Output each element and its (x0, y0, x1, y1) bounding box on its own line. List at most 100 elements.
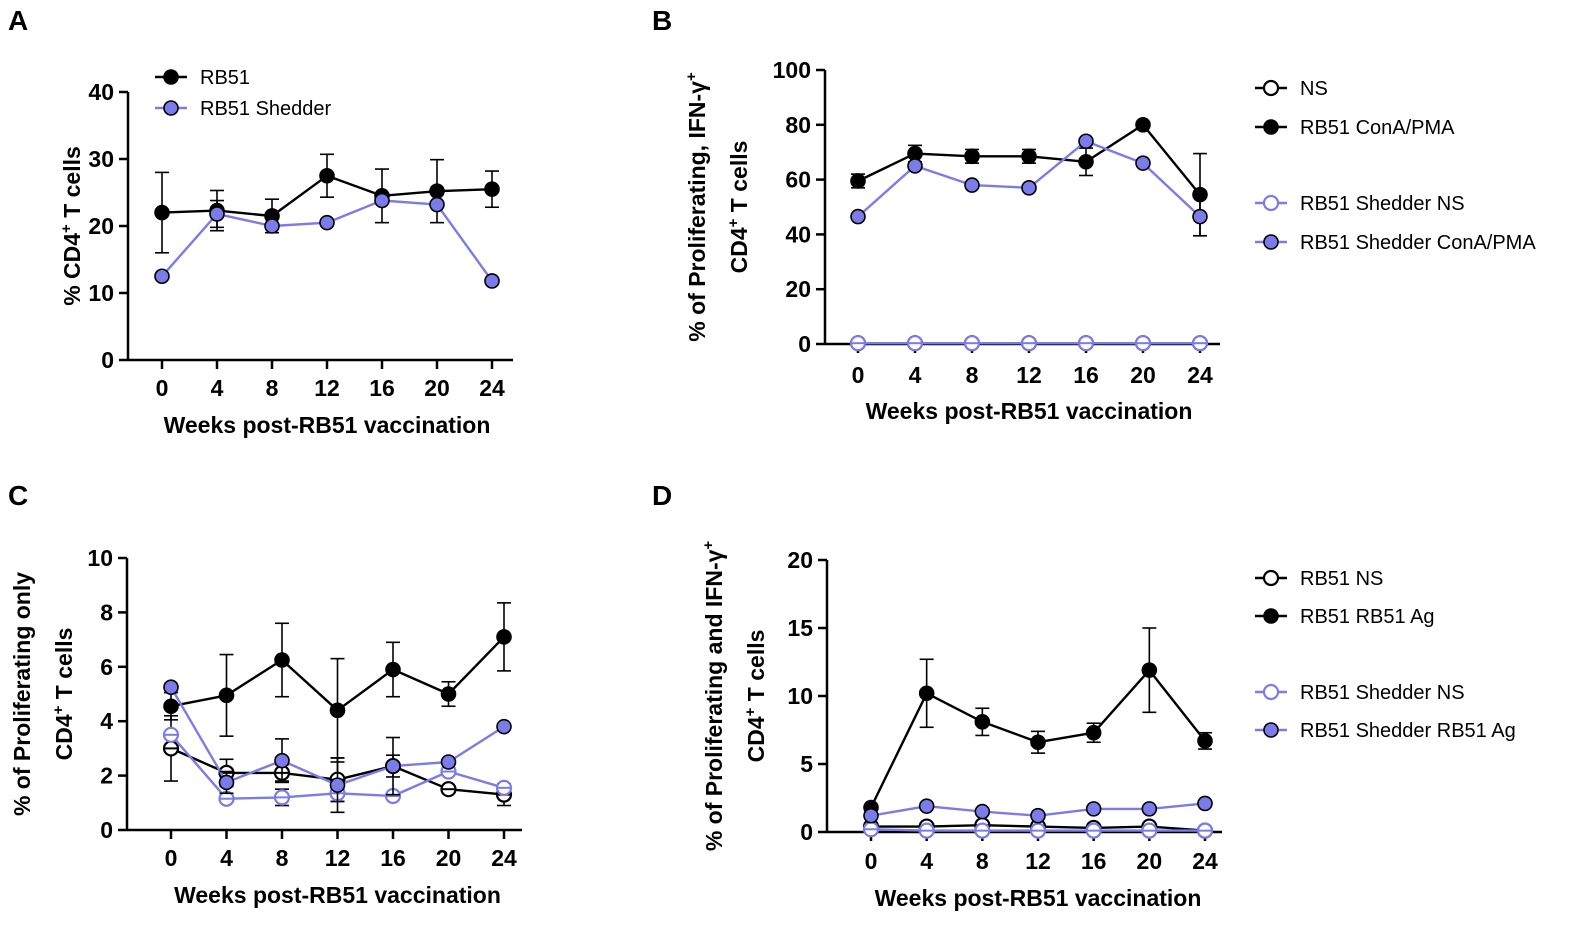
panel-d-x-tick-label: 8 (976, 848, 989, 874)
panel-c-y-axis-title: % of Proliferating only CD4+​ T cells (9, 572, 77, 816)
panel-b-x-tick-label: 4 (909, 362, 922, 388)
panel-b-legend-label: RB51 ConA/PMA (1300, 117, 1455, 139)
panel-b-legend-swatch-marker (1263, 234, 1279, 250)
panel-a-x-tick-label: 16 (369, 375, 395, 401)
panel-a-series-0-point (154, 204, 170, 221)
panel-b-series-1-point (1135, 117, 1151, 133)
panel-b-legend-item: RB51 ConA/PMA (1255, 117, 1455, 139)
panel-b-y-axis-title-part: CD4 (726, 227, 752, 273)
panel-d-y-tick-label: 0 (800, 819, 813, 845)
panel-b-y-axis-title-part: T cells (726, 141, 752, 219)
panel-c-x-tick-label: 4 (220, 845, 233, 871)
panel-b-legend-label: RB51 Shedder NS (1300, 193, 1465, 215)
panel-b-y-tick-label: 100 (773, 57, 811, 83)
panel-b-series-1-point (964, 148, 980, 165)
panel-a-y-tick-label: 30 (88, 146, 114, 172)
panel-a-x-tick-label: 0 (156, 375, 169, 401)
panel-c-y-axis-title-line: CD4+​ T cells (50, 628, 77, 761)
panel-a-y-axis-title-part: T cells (59, 146, 85, 224)
panel-b-legend-item: NS (1255, 78, 1328, 100)
panel-d-legend-label: RB51 Shedder NS (1300, 682, 1465, 704)
panel-d-x-axis-title: Weeks post-RB51 vaccination (875, 885, 1202, 911)
panel-d: D 0 5 10 15 20 0 4 8 12 16 20 24 Weeks post-RB51 vacc… (652, 480, 1516, 911)
panel-b-y-axis-title-part: + (683, 72, 700, 81)
panel-c-series-1-point (218, 687, 235, 704)
panel-a-series-0-point (319, 167, 335, 184)
panel-b-x-tick-label: 20 (1130, 362, 1156, 388)
panel-a-series-0-point (429, 183, 445, 199)
panel-b-series-3-point (907, 158, 923, 174)
panel-b-y-tick-label: 60 (785, 167, 811, 193)
panel-d-y-axis-title-part: + (742, 707, 759, 716)
panel-a-y-tick-label: 40 (88, 79, 114, 105)
panel-d-y-axis-title-line: CD4+​ T cells (742, 630, 769, 763)
panel-b-y-axis-title: % of Proliferating, IFN-γ+​ CD4+​ T cells (683, 72, 752, 342)
panel-d-legend-item: RB51 NS (1255, 568, 1383, 590)
panel-d-x-tick-label: 16 (1081, 848, 1107, 874)
panel-a-x-tick-label: 8 (266, 375, 279, 401)
panel-b: B 0 20 40 60 80 100 0 4 8 12 16 20 24 Weeks post-RB51 … (652, 5, 1536, 424)
panel-d-legend-item: RB51 Shedder RB51 Ag (1255, 720, 1516, 742)
panel-d-series-1-point (1085, 724, 1102, 741)
panel-d-legend-swatch-marker (1262, 683, 1280, 701)
panel-c-series-1-point (329, 702, 346, 719)
panel-d-legend-item: RB51 Shedder NS (1255, 682, 1465, 704)
panel-b-y-axis-title-line: % of Proliferating, IFN-γ+​ (683, 72, 710, 342)
panel-c-y-axis-title-part: % of Proliferating only (9, 572, 35, 816)
panel-a-y-tick-label: 0 (101, 347, 114, 373)
panel-d-y-axis-title-part: % of Proliferating and IFN-γ (701, 549, 727, 851)
panel-d-legend-swatch-marker (1263, 608, 1279, 624)
panel-d-series-1-point (1141, 662, 1158, 678)
panel-d-y-tick-label: 15 (787, 615, 813, 641)
panel-b-x-axis-title: Weeks post-RB51 vaccination (866, 398, 1193, 424)
panel-d-series-1-point (974, 714, 991, 730)
panel-a-legend-label: RB51 Shedder (200, 98, 332, 120)
panel-c-y-tick-label: 4 (100, 708, 113, 734)
panel-b-series-3-point (1192, 208, 1208, 225)
panel-b-series-3-point (964, 177, 980, 193)
panel-d-x-tick-label: 24 (1192, 848, 1218, 874)
panel-c-series-3-point (496, 718, 512, 735)
panel-d-legend-label: RB51 RB51 Ag (1300, 606, 1435, 628)
panel-d-series-3-point (918, 798, 935, 814)
panel-c-y-axis-title-part: CD4 (51, 714, 77, 760)
panel-a-legend-swatch-marker (163, 100, 179, 116)
panel-b-x-tick-label: 24 (1187, 362, 1213, 388)
panel-d-y-axis-title-line: % of Proliferating and IFN-γ+​ (700, 541, 727, 852)
panel-d-legend-swatch-marker (1263, 722, 1279, 738)
panel-d-y-axis-title-part: T cells (743, 630, 769, 708)
panel-d-y-tick-label: 10 (787, 683, 813, 709)
panel-d-x-tick-label: 12 (1025, 848, 1051, 874)
panel-c-y-tick-label: 10 (87, 545, 113, 571)
panel-d-y-axis-title-part: CD4 (743, 716, 769, 762)
panel-a-y-axis-title-part: + (58, 224, 75, 233)
panel-b-y-tick-label: 0 (798, 331, 811, 357)
panel-c-x-axis-title: Weeks post-RB51 vaccination (174, 882, 501, 908)
panel-b-series-1-point (1078, 153, 1094, 170)
panel-b-legend-swatch-marker (1262, 194, 1280, 212)
panel-b-legend-item: RB51 Shedder NS (1255, 193, 1465, 215)
panel-b-series-3-point (850, 208, 866, 225)
panel-b-y-axis-title-part: + (725, 218, 742, 227)
panel-d-y-tick-label: 20 (787, 547, 813, 573)
panel-a-series-1-point (319, 214, 335, 231)
panel-b-y-axis-title-part: % of Proliferating, IFN-γ (684, 81, 710, 342)
panel-d-x-tick-label: 20 (1137, 848, 1163, 874)
panel-a-x-axis-title: Weeks post-RB51 vaccination (164, 412, 491, 438)
panel-a-series-1-point (154, 268, 170, 285)
panel-c-series-1-point (496, 629, 512, 645)
panel-c-y-tick-label: 2 (100, 763, 113, 789)
panel-a-y-axis-title-part: % CD4 (59, 233, 85, 306)
panel-b-y-tick-label: 20 (785, 276, 811, 302)
panel-a-y-tick-label: 20 (88, 213, 114, 239)
panel-d-y-axis-title: % of Proliferating and IFN-γ+​ CD4+​ T ce… (700, 541, 769, 852)
panel-b-legend-swatch-marker (1263, 119, 1279, 135)
panel-b-x-tick-label: 12 (1016, 362, 1042, 388)
panel-d-series-1-point (1197, 733, 1213, 749)
panel-b-legend-swatch-marker (1262, 79, 1280, 97)
panel-a-legend-swatch-marker (163, 69, 179, 85)
panel-b-legend-item: RB51 Shedder ConA/PMA (1255, 232, 1536, 254)
panel-d-series-3-point (863, 807, 879, 824)
panel-d-letter: D (652, 480, 672, 511)
